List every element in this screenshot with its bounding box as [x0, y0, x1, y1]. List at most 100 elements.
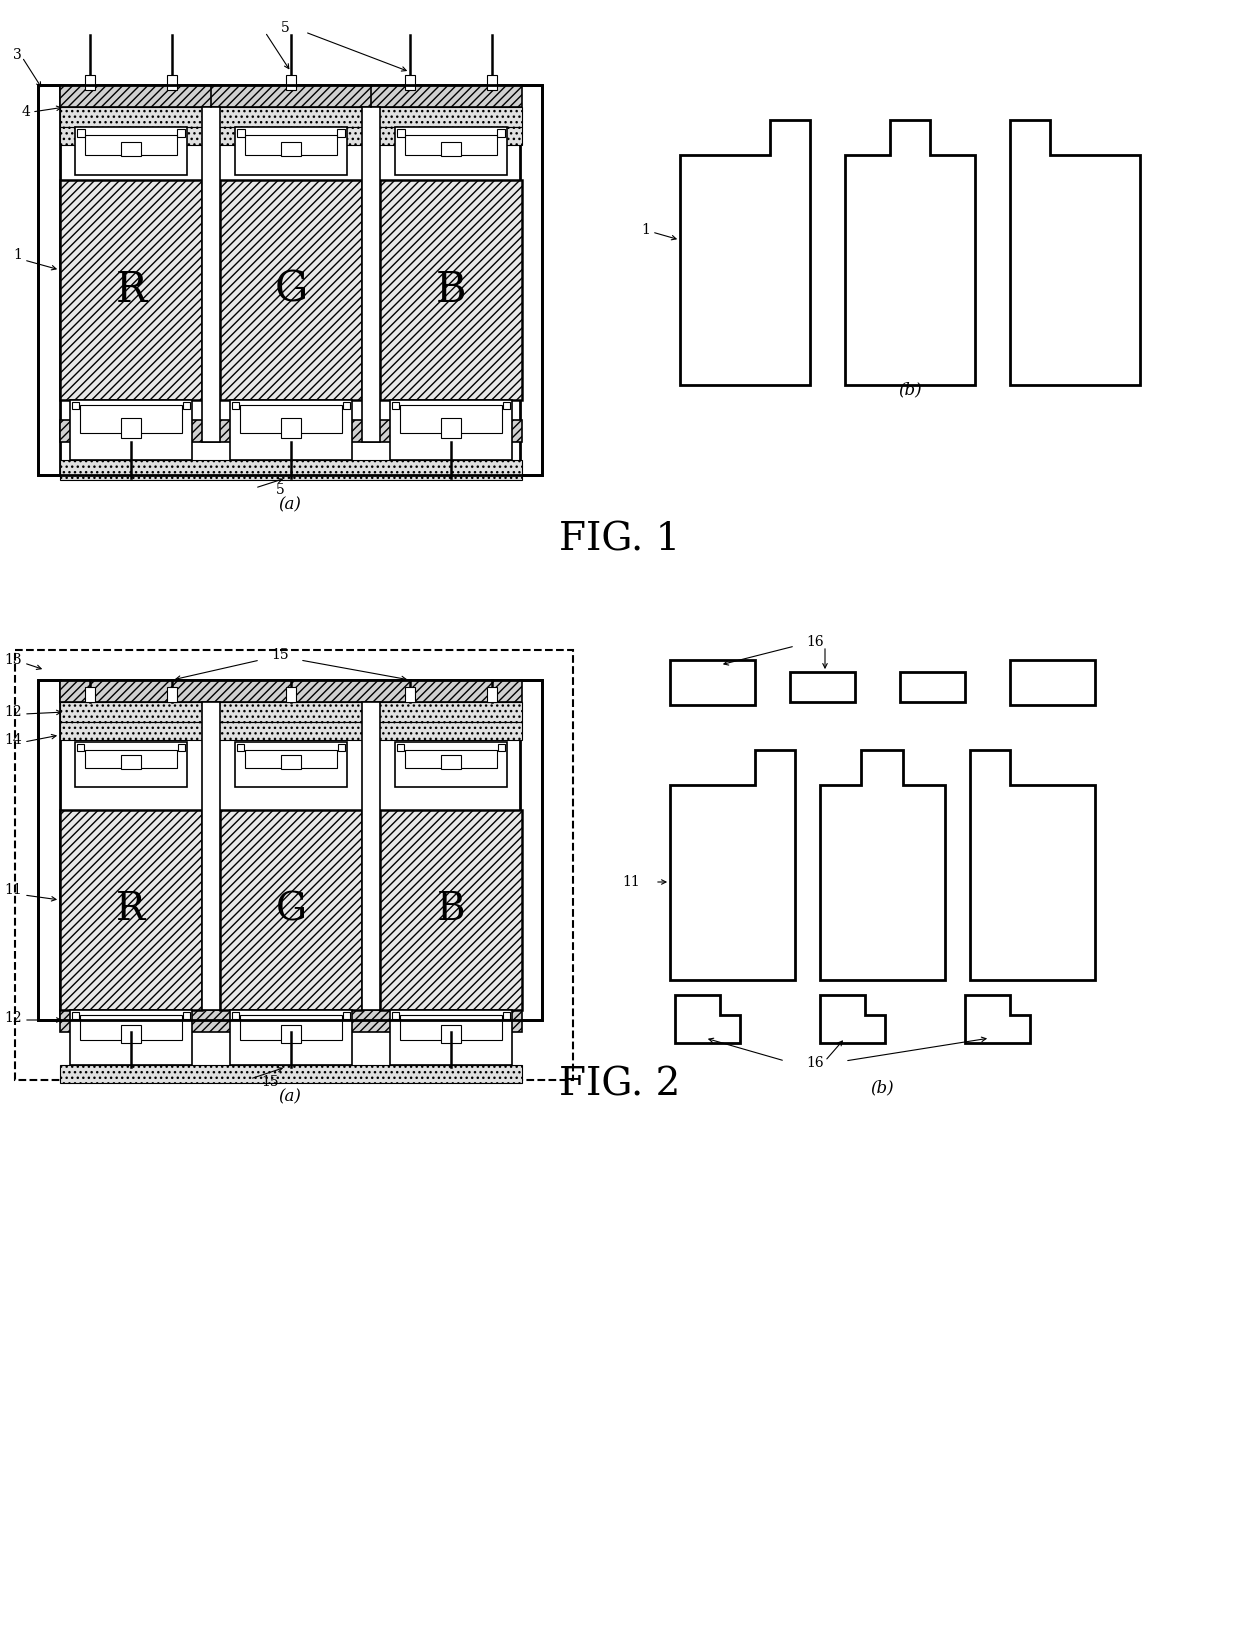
Text: R: R	[117, 892, 145, 928]
Bar	[391, 399, 512, 460]
Bar	[236, 128, 347, 175]
Bar	[379, 180, 522, 399]
Bar	[441, 1025, 461, 1043]
Text: G: G	[274, 268, 308, 311]
Bar	[401, 1015, 502, 1039]
Bar	[122, 1025, 141, 1043]
Bar	[405, 688, 415, 702]
Text: 5: 5	[280, 21, 289, 34]
Bar	[232, 403, 239, 409]
Bar	[122, 755, 141, 769]
Bar	[81, 404, 182, 434]
Bar	[60, 1010, 522, 1031]
Bar	[241, 404, 342, 434]
Bar	[286, 688, 296, 702]
Bar	[487, 75, 497, 90]
Text: B: B	[435, 268, 466, 311]
Bar	[246, 750, 337, 768]
Bar	[60, 679, 522, 702]
Bar	[339, 743, 345, 751]
Bar	[520, 679, 542, 1020]
Bar	[343, 1012, 350, 1018]
Text: B: B	[436, 892, 465, 928]
Bar	[392, 403, 399, 409]
Bar	[60, 1066, 522, 1084]
Bar	[405, 750, 497, 768]
Text: (a): (a)	[279, 496, 301, 514]
Text: 15: 15	[262, 1076, 279, 1089]
Bar	[246, 134, 337, 156]
Bar	[219, 810, 362, 1010]
Text: 3: 3	[14, 47, 22, 62]
Text: 11: 11	[4, 882, 22, 897]
Text: 13: 13	[5, 653, 22, 666]
Bar	[337, 129, 345, 138]
Bar	[397, 743, 404, 751]
Bar	[60, 810, 202, 1010]
Bar	[503, 1012, 510, 1018]
Bar	[405, 134, 497, 156]
Bar	[790, 673, 856, 702]
Bar	[60, 106, 522, 128]
Bar	[241, 1015, 342, 1039]
Text: (b): (b)	[898, 381, 921, 398]
Text: 11: 11	[622, 876, 640, 889]
Bar	[232, 1012, 239, 1018]
Bar	[396, 742, 507, 787]
Bar	[60, 421, 522, 442]
Text: (b): (b)	[870, 1079, 894, 1097]
Text: (a): (a)	[279, 1089, 301, 1105]
Bar	[362, 106, 379, 442]
Text: 12: 12	[5, 1012, 22, 1025]
Bar	[229, 399, 352, 460]
Text: R: R	[115, 268, 146, 311]
Bar	[74, 128, 187, 175]
Text: 1: 1	[14, 247, 22, 262]
Text: 16: 16	[806, 635, 823, 648]
Bar	[498, 743, 505, 751]
Bar	[202, 106, 219, 442]
Bar	[60, 460, 522, 480]
Bar	[74, 742, 187, 787]
Bar	[38, 679, 542, 1020]
Text: 14: 14	[4, 733, 22, 746]
Bar	[520, 85, 542, 475]
Bar	[122, 417, 141, 439]
Bar	[72, 1012, 79, 1018]
Bar	[179, 743, 185, 751]
Bar	[184, 1012, 190, 1018]
Text: FIG. 1: FIG. 1	[559, 522, 681, 558]
Bar	[202, 702, 219, 1010]
Text: FIG. 2: FIG. 2	[559, 1066, 681, 1103]
Bar	[229, 1010, 352, 1066]
Bar	[60, 702, 522, 722]
Bar	[72, 403, 79, 409]
Bar	[38, 85, 60, 475]
Bar	[177, 129, 185, 138]
Bar	[237, 743, 244, 751]
Bar	[38, 85, 542, 475]
Text: 15: 15	[272, 648, 289, 661]
Bar	[396, 128, 507, 175]
Bar	[392, 1012, 399, 1018]
Bar	[281, 1025, 301, 1043]
Text: 12: 12	[5, 706, 22, 719]
Bar	[401, 404, 502, 434]
Bar	[77, 129, 86, 138]
Bar	[15, 650, 573, 1080]
Bar	[343, 403, 350, 409]
Bar	[391, 1010, 512, 1066]
Bar	[86, 688, 95, 702]
Bar	[236, 742, 347, 787]
Text: 4: 4	[21, 105, 30, 120]
Bar	[60, 180, 202, 399]
Bar	[122, 142, 141, 156]
Bar	[60, 128, 522, 146]
Bar	[60, 722, 522, 740]
Bar	[281, 417, 301, 439]
Text: 1: 1	[641, 223, 650, 237]
Bar	[237, 129, 246, 138]
Bar	[167, 75, 177, 90]
Bar	[441, 142, 461, 156]
Text: 16: 16	[806, 1056, 823, 1071]
